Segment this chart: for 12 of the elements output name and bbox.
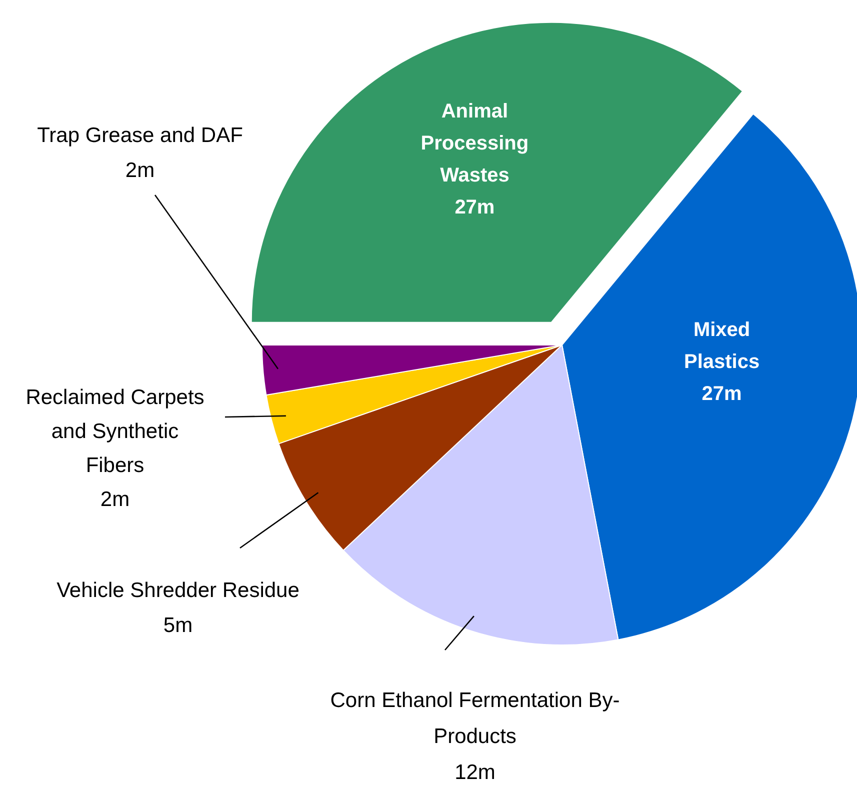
data-label: 2m	[125, 158, 155, 182]
data-label: 12m	[454, 760, 496, 784]
data-label: 2m	[100, 488, 130, 510]
slice-label: Mixed Plastics	[684, 319, 760, 374]
slice-label: Reclaimed Carpets and Synthetic Fibers	[26, 386, 204, 476]
data-label: 27m	[702, 383, 742, 406]
data-label: 5m	[163, 614, 193, 636]
slice-label: Corn Ethanol Fermentation By-Products	[330, 688, 620, 748]
data-label: 27m	[454, 196, 495, 219]
slice-label: Animal Processing Wastes	[420, 100, 529, 187]
slice-label: Vehicle Shredder Residue	[56, 578, 300, 602]
slice-label: Trap Grease and DAF	[37, 124, 243, 146]
